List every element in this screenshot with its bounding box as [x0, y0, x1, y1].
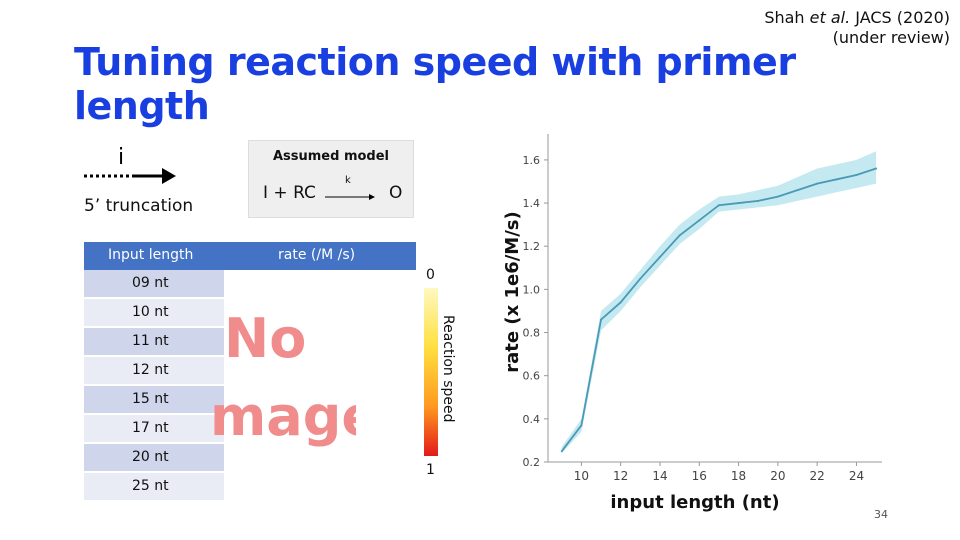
- x-axis-label: input length (nt): [610, 492, 779, 513]
- data-point: [757, 199, 760, 202]
- table-row: 15 nt: [84, 386, 224, 413]
- primer-i-label: i: [118, 145, 124, 170]
- x-tick-label: 10: [574, 469, 589, 483]
- y-tick-label: 0.6: [523, 370, 541, 383]
- table-row: 12 nt: [84, 357, 224, 384]
- data-point: [678, 234, 681, 237]
- data-point: [619, 301, 622, 304]
- data-point: [717, 204, 720, 207]
- data-point: [658, 256, 661, 258]
- y-tick-label: 0.4: [523, 413, 541, 426]
- data-point: [737, 202, 740, 205]
- y-tick-label: 0.2: [523, 456, 541, 469]
- x-tick-label: 20: [770, 469, 785, 483]
- primer-truncation-diagram: i: [84, 145, 176, 184]
- x-tick-label: 18: [731, 469, 746, 483]
- citation: Shah et al. JACS (2020) (under review): [764, 8, 950, 48]
- data-point: [560, 450, 563, 453]
- table-row: 25 nt: [84, 473, 224, 500]
- x-tick-label: 14: [652, 469, 667, 483]
- rate-vs-length-chart: 0.2 0.4 0.6 0.8 1.0 1.2 1.4 1.6 10 12 14 16 18 20 22 24…: [490, 128, 890, 520]
- colorbar: [424, 288, 438, 456]
- data-point: [855, 174, 858, 176]
- model-rate-constant: k: [345, 175, 351, 186]
- table-row: 17 nt: [84, 415, 224, 442]
- missing-image-placeholder: No mage: [196, 300, 356, 460]
- data-point: [796, 189, 799, 192]
- colorbar-axis-label: Reaction speed: [440, 315, 456, 445]
- chart-svg: 0.2 0.4 0.6 0.8 1.0 1.2 1.4 1.6 10 12 14 16 18 20 22 24…: [502, 134, 882, 513]
- y-tick-label: 1.2: [523, 240, 541, 253]
- placeholder-line2: mage: [210, 385, 356, 448]
- model-product: O: [389, 183, 403, 203]
- table-row: 09 nt: [84, 270, 224, 297]
- citation-authors: Shah: [764, 8, 810, 27]
- y-tick-label: 1.6: [523, 154, 541, 167]
- arrowhead-icon: [162, 168, 176, 184]
- data-point: [875, 167, 878, 170]
- page-number: 34: [874, 508, 888, 521]
- x-tick-label: 16: [692, 469, 707, 483]
- plot-layer: 0.2 0.4 0.6 0.8 1.0 1.2 1.4 1.6 10 12 14 16 18 20 22 24…: [502, 134, 882, 513]
- slide-title: Tuning reaction speed with primer length: [74, 40, 796, 128]
- y-tick-label: 1.4: [523, 197, 541, 210]
- truncation-label: 5’ truncation: [84, 196, 194, 216]
- colorbar-bottom-label: 1: [426, 462, 435, 478]
- x-tick-label: 24: [849, 469, 864, 483]
- header-rate: rate (/M /s): [278, 247, 356, 263]
- data-point: [835, 178, 838, 181]
- colorbar-top-label: 0: [426, 267, 435, 283]
- model-reactants: I + RC: [263, 183, 316, 203]
- header-input-length: Input length: [108, 247, 194, 263]
- data-point: [600, 318, 603, 321]
- data-point: [776, 195, 779, 198]
- data-point: [816, 182, 819, 185]
- table-row: 10 nt: [84, 299, 224, 326]
- table-header: Input length rate (/M /s): [84, 242, 416, 270]
- confidence-band: [561, 151, 877, 454]
- x-tick-label: 12: [613, 469, 628, 483]
- citation-line2: (under review): [832, 28, 950, 47]
- citation-etal: et al.: [809, 8, 851, 27]
- table-row: 11 nt: [84, 328, 224, 355]
- citation-line1: Shah et al. JACS (2020): [764, 8, 950, 28]
- data-point: [580, 424, 583, 427]
- y-axis-label: rate (x 1e6/M/s): [502, 211, 523, 372]
- data-point: [698, 219, 701, 222]
- table-row: 20 nt: [84, 444, 224, 471]
- model-title: Assumed model: [272, 149, 390, 164]
- x-tick-label: 22: [810, 469, 825, 483]
- placeholder-line1: No: [224, 307, 307, 370]
- y-tick-label: 1.0: [523, 283, 541, 296]
- y-tick-label: 0.8: [523, 327, 541, 340]
- data-point: [639, 277, 642, 280]
- colorbar-axis-text: Reaction speed: [440, 315, 456, 423]
- assumed-model-box: Assumed model I + RC k O: [248, 140, 414, 218]
- citation-journal: JACS (2020): [850, 8, 950, 27]
- reaction-arrow-icon: [325, 194, 375, 200]
